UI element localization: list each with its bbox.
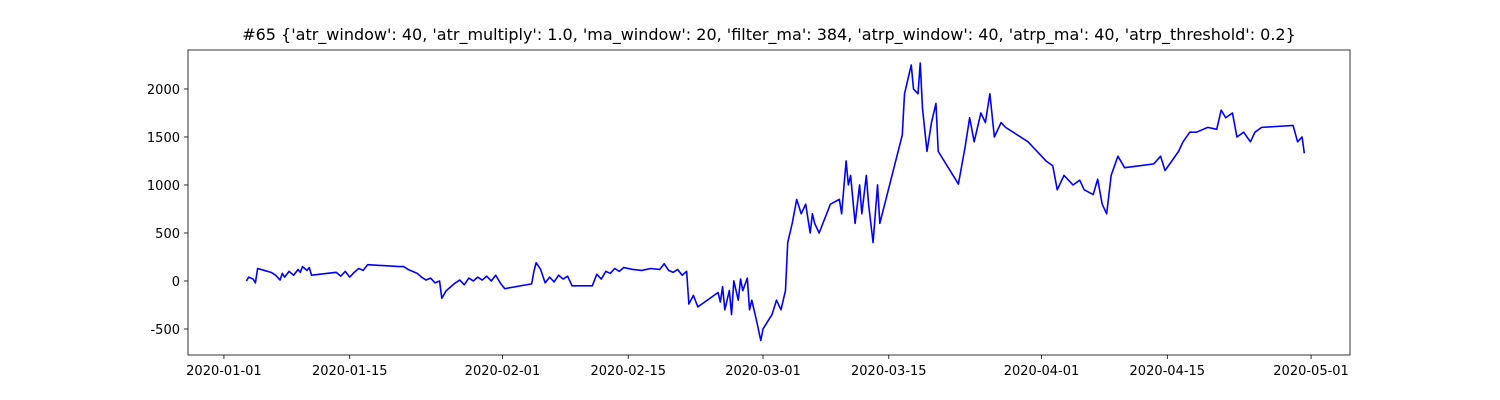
x-tick-label: 2020-04-01 bbox=[1004, 364, 1080, 379]
y-tick-label: -500 bbox=[150, 323, 180, 338]
plot-frame bbox=[187, 49, 1351, 356]
x-tick-label: 2020-05-01 bbox=[1273, 364, 1349, 379]
x-tick-label: 2020-02-01 bbox=[465, 364, 541, 379]
y-tick-label: 0 bbox=[172, 275, 180, 290]
x-tick-label: 2020-01-01 bbox=[186, 364, 262, 379]
x-tick-label: 2020-03-01 bbox=[725, 364, 801, 379]
y-tick-label: 500 bbox=[155, 227, 180, 242]
data-line bbox=[245, 62, 1306, 342]
x-tick-label: 2020-01-15 bbox=[312, 364, 388, 379]
chart-title: #65 {'atr_window': 40, 'atr_multiply': 1… bbox=[242, 25, 1296, 45]
x-tick-label: 2020-02-15 bbox=[590, 364, 666, 379]
y-tick-label: 2000 bbox=[147, 83, 180, 98]
x-tick-label: 2020-04-15 bbox=[1130, 364, 1206, 379]
y-tick-label: 1500 bbox=[147, 131, 180, 146]
x-tick-label: 2020-03-15 bbox=[851, 364, 927, 379]
y-tick-label: 1000 bbox=[147, 179, 180, 194]
